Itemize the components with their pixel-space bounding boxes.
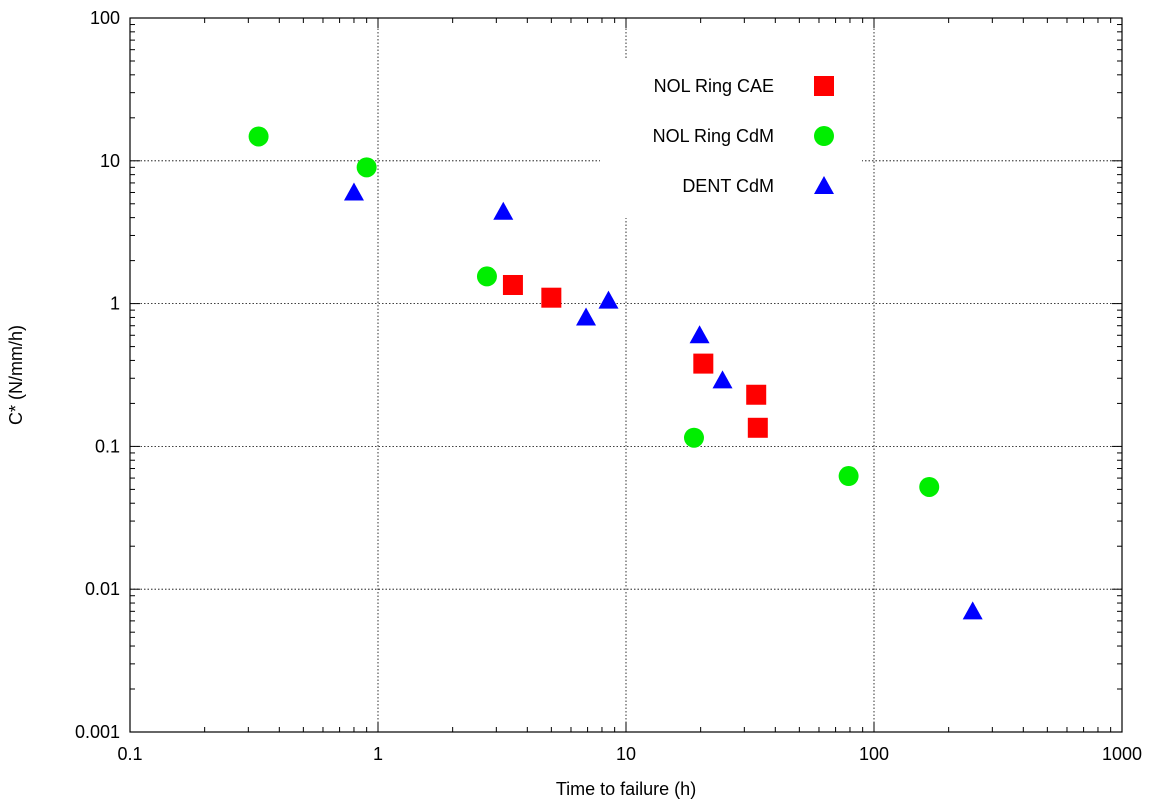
data-point-triangle bbox=[689, 325, 710, 344]
data-point-square bbox=[746, 384, 767, 405]
x-axis-title: Time to failure (h) bbox=[556, 779, 696, 799]
y-tick-label: 100 bbox=[90, 8, 120, 28]
data-point-square bbox=[693, 353, 714, 374]
data-point-triangle bbox=[598, 290, 619, 309]
y-tick-label: 0.01 bbox=[85, 579, 120, 599]
data-point-triangle bbox=[712, 370, 733, 389]
data-point-square bbox=[502, 274, 523, 295]
x-tick-label: 1 bbox=[373, 744, 383, 764]
y-tick-label: 0.1 bbox=[95, 436, 120, 456]
y-tick-label: 1 bbox=[110, 294, 120, 314]
y-axis-title: C* (N/mm/h) bbox=[6, 325, 26, 425]
data-point-triangle bbox=[962, 601, 983, 620]
plot-frame bbox=[129, 17, 1123, 733]
legend-label: NOL Ring CAE bbox=[654, 76, 774, 96]
data-point-triangle bbox=[343, 182, 364, 201]
legend: NOL Ring CAE NOL Ring CdM DENT CdM bbox=[600, 58, 862, 218]
data-point-circle bbox=[919, 476, 940, 497]
x-tick-label: 0.1 bbox=[117, 744, 142, 764]
y-tick-labels: 0.001 0.01 0.1 1 10 100 bbox=[75, 8, 120, 742]
x-tick-labels: 0.1 1 10 100 1000 bbox=[117, 744, 1142, 764]
x-tick-label: 1000 bbox=[1102, 744, 1142, 764]
data-point-circle bbox=[838, 466, 859, 487]
data-point-square bbox=[541, 287, 562, 308]
legend-label: NOL Ring CdM bbox=[653, 126, 774, 146]
y-tick-label: 0.001 bbox=[75, 722, 120, 742]
legend-marker-circle bbox=[814, 126, 834, 146]
legend-label: DENT CdM bbox=[682, 176, 774, 196]
x-tick-label: 100 bbox=[859, 744, 889, 764]
legend-marker-square bbox=[814, 76, 834, 96]
x-tick-label: 10 bbox=[616, 744, 636, 764]
data-points bbox=[248, 126, 983, 620]
legend-marker-triangle bbox=[814, 176, 834, 194]
data-point-circle bbox=[356, 157, 377, 178]
data-point-square bbox=[747, 417, 768, 438]
data-point-circle bbox=[683, 427, 704, 448]
data-point-circle bbox=[476, 266, 497, 287]
data-point-triangle bbox=[493, 201, 514, 220]
data-point-triangle bbox=[576, 307, 597, 326]
data-point-circle bbox=[248, 126, 269, 147]
y-tick-label: 10 bbox=[100, 151, 120, 171]
